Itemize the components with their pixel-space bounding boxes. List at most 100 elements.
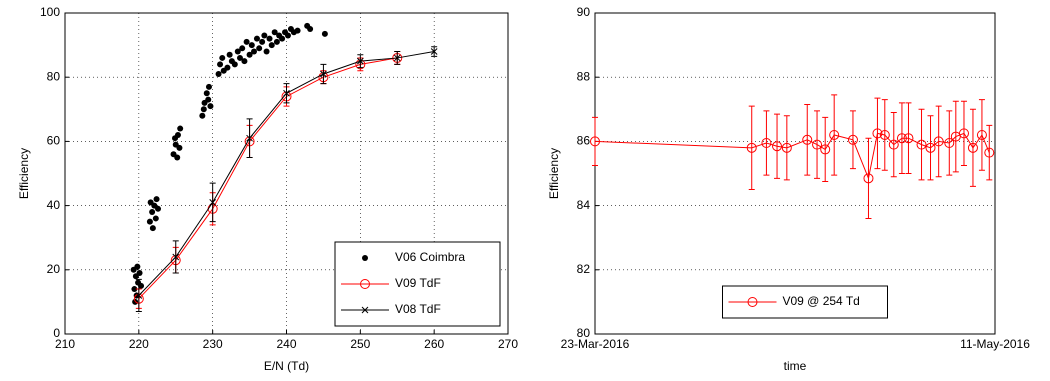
- marker: [879, 129, 890, 140]
- point: [226, 51, 233, 58]
- x-tick-label: 11-May-2016: [960, 337, 1030, 351]
- point: [268, 42, 275, 49]
- point: [217, 61, 224, 68]
- marker: [933, 136, 944, 147]
- marker: [246, 134, 253, 142]
- error-bar: [935, 105, 942, 178]
- x-axis-label: E/N (Td): [264, 359, 309, 373]
- point: [138, 282, 145, 289]
- point: [131, 286, 138, 293]
- point: [146, 218, 153, 225]
- error-bar: [978, 99, 985, 171]
- point: [246, 51, 253, 58]
- y-tick-label: 84: [577, 198, 591, 212]
- point: [284, 32, 291, 39]
- point: [231, 61, 238, 68]
- point: [149, 225, 156, 232]
- point: [199, 112, 206, 119]
- marker: [888, 139, 899, 150]
- marker: [872, 128, 883, 139]
- error-bar: [874, 97, 881, 170]
- point: [261, 32, 268, 39]
- point: [256, 45, 263, 52]
- marker: [172, 253, 180, 261]
- y-tick-label: 60: [47, 134, 61, 148]
- y-tick-label: 0: [53, 326, 60, 340]
- error-bar: [960, 100, 967, 166]
- y-tick-label: 86: [577, 134, 591, 148]
- y-tick-label: 90: [577, 5, 591, 19]
- error-bar: [918, 108, 925, 181]
- marker: [761, 138, 772, 149]
- error-bar: [952, 100, 959, 173]
- marker: [135, 292, 143, 299]
- marker: [958, 128, 969, 139]
- y-tick-label: 100: [40, 5, 60, 19]
- point: [259, 38, 266, 45]
- point: [236, 54, 243, 61]
- legend-marker: [362, 255, 368, 261]
- error-bar: [969, 108, 976, 187]
- y-tick-label: 82: [577, 262, 591, 276]
- error-bar: [905, 102, 912, 174]
- x-tick-label: 210: [55, 337, 75, 351]
- marker: [847, 134, 858, 145]
- error-bar: [890, 112, 897, 178]
- marker: [896, 133, 907, 144]
- x-tick-label: 260: [424, 337, 444, 351]
- error-bar: [849, 110, 856, 170]
- y-tick-label: 88: [577, 69, 591, 83]
- axes-frame: [594, 12, 996, 335]
- error-bar: [946, 110, 953, 176]
- y-axis-label: Efficiency: [17, 148, 31, 199]
- point: [251, 48, 258, 55]
- error-bar: [881, 99, 888, 171]
- point: [253, 35, 260, 42]
- x-axis-label: time: [784, 359, 807, 373]
- error-bar: [986, 124, 993, 181]
- error-bar: [831, 94, 838, 176]
- point: [234, 48, 241, 55]
- marker: [812, 139, 823, 150]
- error-bar: [804, 103, 811, 176]
- x-tick-label: 240: [276, 337, 296, 351]
- point: [241, 58, 248, 65]
- point: [271, 29, 278, 36]
- point: [273, 38, 280, 45]
- x-tick-label: 230: [203, 337, 223, 351]
- point: [215, 70, 222, 77]
- error-bar: [865, 137, 872, 219]
- y-tick-label: 80: [47, 69, 61, 83]
- error-bar: [774, 113, 781, 179]
- marker: [356, 57, 364, 65]
- error-bar: [814, 110, 821, 179]
- error-bar: [592, 116, 598, 166]
- point: [153, 196, 160, 203]
- point: [147, 199, 154, 206]
- y-axis-label: Efficiency: [547, 148, 561, 199]
- marker: [829, 129, 840, 140]
- point: [239, 45, 246, 52]
- legend-label: V08 TdF: [395, 302, 441, 316]
- legend-label: V09 TdF: [395, 276, 441, 290]
- point: [248, 42, 255, 49]
- point: [152, 215, 159, 222]
- marker: [916, 139, 927, 150]
- marker: [393, 54, 401, 62]
- point: [266, 35, 273, 42]
- point: [243, 38, 250, 45]
- marker: [772, 141, 783, 152]
- x-tick-label: 220: [129, 337, 149, 351]
- x-tick-label: 23-Mar-2016: [561, 337, 630, 351]
- error-bar: [822, 116, 829, 183]
- point: [205, 96, 212, 103]
- marker: [976, 129, 987, 140]
- point: [219, 54, 226, 61]
- point: [203, 90, 210, 97]
- marker: [802, 134, 813, 145]
- point: [177, 125, 184, 132]
- legend-marker: [360, 279, 370, 289]
- marker: [430, 48, 438, 55]
- point: [307, 26, 314, 33]
- legend-label: V06 Coimbra: [395, 250, 465, 264]
